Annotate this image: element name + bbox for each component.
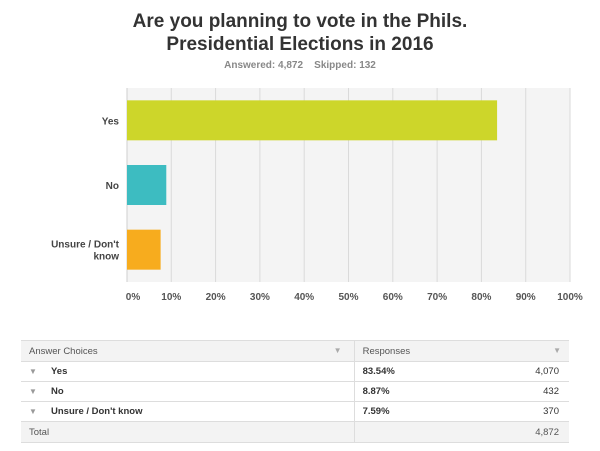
table-total-row: Total 4,872	[21, 421, 569, 443]
table-header-row: Answer Choices ▼ Responses ▼	[21, 340, 569, 362]
y-category-label: Yes	[102, 116, 120, 127]
chevron-down-icon[interactable]: ▼	[29, 387, 37, 396]
x-tick-label: 80%	[471, 292, 491, 303]
x-tick-label: 70%	[427, 292, 447, 303]
x-tick-label: 40%	[294, 292, 314, 303]
y-category-label: Unsure / Don't know	[51, 240, 120, 263]
row-choice: Unsure / Don't know	[51, 406, 143, 417]
chart-title-line-1: Are you planning to vote in the Phils.	[132, 11, 468, 32]
row-count: 370	[480, 401, 569, 422]
row-choice: Yes	[51, 366, 68, 377]
header-responses-label: Responses	[362, 345, 411, 357]
chevron-down-icon[interactable]: ▼	[29, 367, 37, 376]
chart-title-line-2: Presidential Elections in 2016	[166, 34, 434, 55]
skipped-value: 132	[359, 60, 376, 71]
header-responses[interactable]: Responses ▼	[354, 340, 569, 362]
x-tick-label: 50%	[338, 292, 358, 303]
y-category-label: No	[106, 181, 119, 192]
chevron-down-icon[interactable]: ▼	[29, 407, 37, 416]
y-category-label-line: Yes	[102, 116, 120, 127]
total-label: Total	[21, 421, 355, 443]
skipped-label: Skipped:	[314, 60, 357, 71]
y-category-label-line: know	[93, 252, 119, 263]
y-category-label-line: Unsure / Don't	[51, 240, 120, 251]
response-stats: Answered: 4,872 Skipped: 132	[0, 60, 600, 71]
x-tick-label: 20%	[206, 292, 226, 303]
bar-2	[127, 165, 167, 205]
x-tick-label: 10%	[161, 292, 181, 303]
row-choice: No	[51, 386, 64, 397]
responses-table: Answer Choices ▼ Responses ▼ ▼ Yes 83.54%…	[21, 340, 569, 443]
row-count: 432	[480, 381, 569, 402]
x-tick-label: 0%	[126, 292, 141, 303]
x-tick-label: 90%	[516, 292, 536, 303]
row-count: 4,070	[480, 361, 569, 382]
header-answer-choices[interactable]: Answer Choices ▼	[21, 340, 355, 362]
table-row[interactable]: ▼ No 8.87% 432	[21, 381, 569, 402]
bar-3	[127, 229, 161, 270]
chart-title: Are you planning to vote in the Phils. P…	[0, 10, 600, 56]
bar-chart: 0% 10% 20% 30% 40% 50% 60% 70% 80% 90% 100% Yes No Un…	[51, 88, 583, 303]
row-percent: 8.87%	[354, 381, 481, 402]
sort-down-icon[interactable]: ▼	[333, 346, 342, 355]
x-tick-label: 30%	[250, 292, 270, 303]
table-row[interactable]: ▼ Yes 83.54% 4,070	[21, 361, 569, 382]
table-row[interactable]: ▼ Unsure / Don't know 7.59% 370	[21, 401, 569, 422]
y-category-label-line: No	[106, 181, 119, 192]
header-answer-choices-label: Answer Choices	[29, 345, 98, 357]
sort-down-icon[interactable]: ▼	[553, 346, 561, 355]
row-percent: 83.54%	[354, 361, 481, 382]
x-tick-label: 60%	[383, 292, 403, 303]
x-tick-label: 100%	[557, 292, 583, 303]
total-value: 4,872	[480, 421, 569, 443]
bar-1	[127, 100, 498, 141]
answered-label: Answered:	[224, 60, 276, 71]
row-percent: 7.59%	[354, 401, 481, 422]
answered-value: 4,872	[278, 60, 304, 71]
